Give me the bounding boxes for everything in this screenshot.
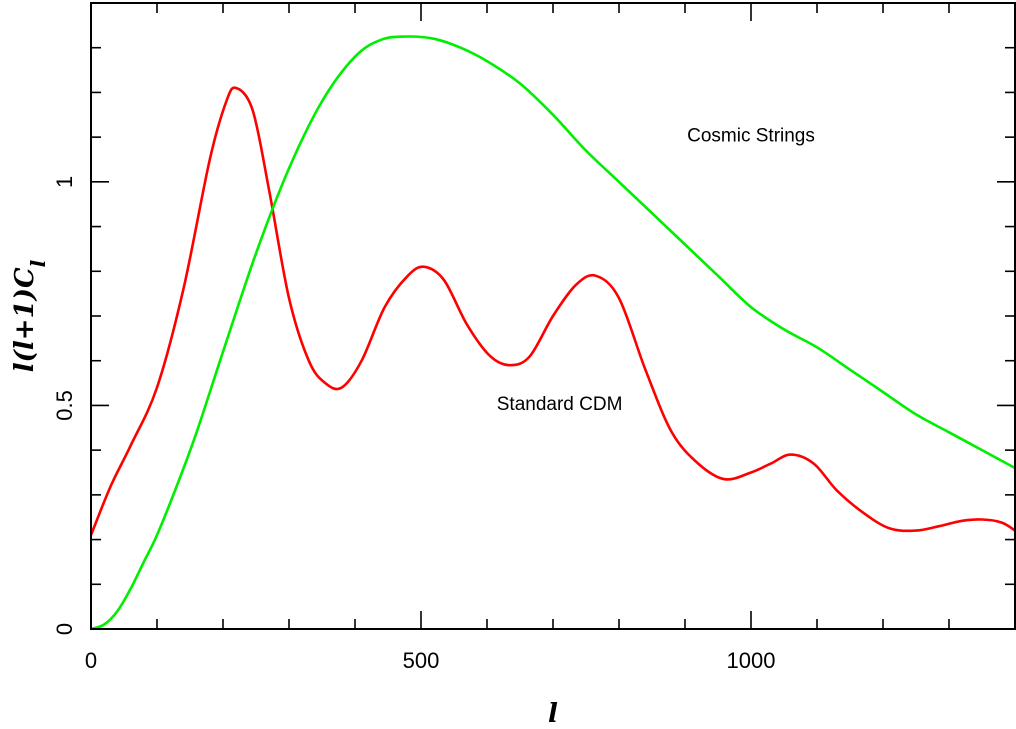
curves — [89, 35, 1016, 631]
y-tick-label: 1 — [52, 176, 77, 188]
x-axis-label: l — [548, 699, 558, 729]
y-tick-label: 0.5 — [52, 390, 77, 421]
x-tick-label: 1000 — [727, 648, 776, 673]
plot-frame — [90, 2, 1016, 630]
annotation-1: Standard CDM — [497, 394, 623, 415]
annotations: Cosmic Strings Standard CDM — [497, 126, 815, 415]
x-tick-label: 0 — [85, 648, 97, 673]
y-tick-label: 0 — [52, 623, 77, 635]
series-line-1 — [90, 35, 1016, 631]
tick-labels: 0 500 1000 0 0.5 1 — [52, 176, 775, 673]
x-tick-label: 500 — [403, 648, 440, 673]
annotation-0: Cosmic Strings — [687, 126, 815, 147]
series-line-0 — [89, 86, 1016, 536]
tick-marks — [90, 2, 1016, 630]
y-axis-label: l(l+1)Cl — [10, 259, 50, 372]
